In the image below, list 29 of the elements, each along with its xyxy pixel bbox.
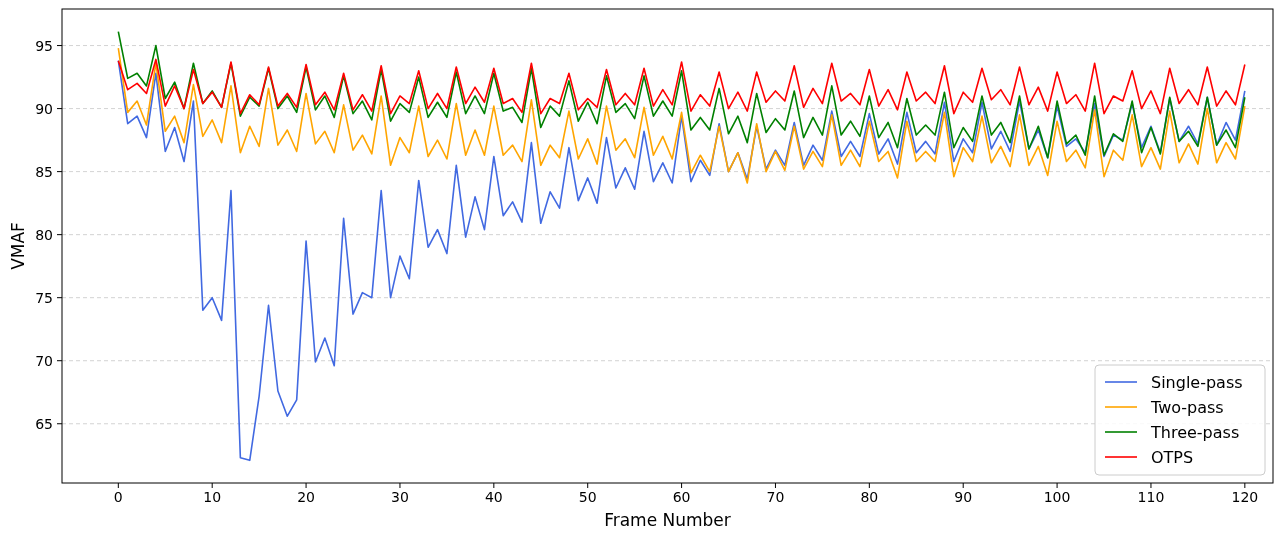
line-series [117,47,1246,184]
x-tick-label: 40 [484,489,503,505]
y-tick-label: 85 [35,163,53,180]
x-tick-label: 60 [672,489,691,505]
x-tick-label: 90 [954,489,973,505]
x-axis-title: Frame Number [604,510,731,530]
x-tick-label: 0 [113,489,123,505]
x-tick-label: 30 [391,489,409,505]
y-tick-label: 95 [35,37,53,54]
legend-label: OTPS [1151,448,1194,467]
y-tick-label: 75 [35,289,53,306]
legend-label: Two-pass [1150,398,1224,417]
x-tick-label: 50 [578,489,597,505]
legend-label: Single-pass [1151,373,1243,392]
x-tick-label: 110 [1137,489,1165,505]
x-tick-label: 120 [1231,489,1259,505]
x-tick-label: 70 [766,489,785,505]
x-tick-label: 20 [297,489,315,505]
x-tick-label: 80 [860,489,879,505]
y-tick-label: 70 [35,352,53,369]
line-series [117,30,1246,159]
line-series [117,58,1246,115]
x-tick-label: 100 [1043,489,1071,505]
y-tick-label: 90 [35,100,53,117]
x-tick-label: 10 [203,489,222,505]
y-axis-title: VMAF [8,222,28,270]
y-tick-label: 65 [35,415,53,432]
y-tick-label: 80 [35,226,53,243]
legend-label: Three-pass [1150,423,1240,442]
